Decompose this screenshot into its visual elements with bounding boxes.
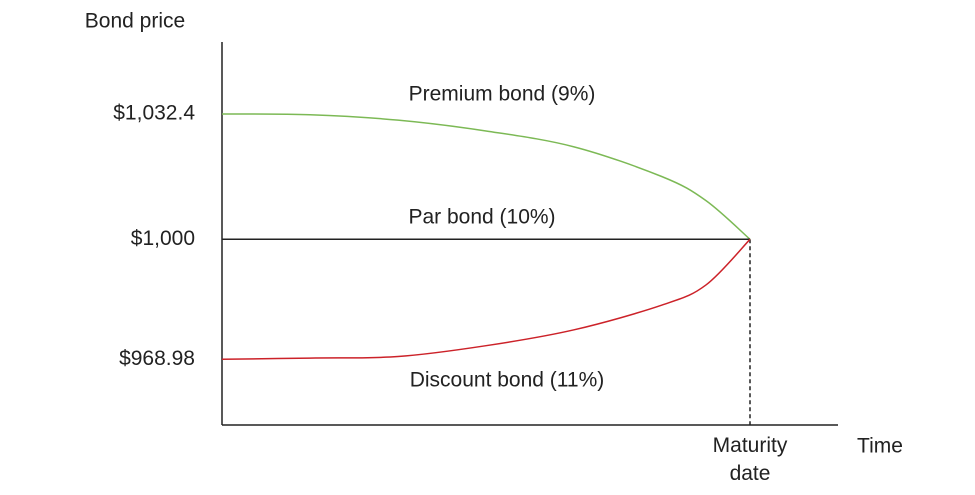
x-tick-label: Maturity date [712, 434, 788, 485]
y-tick-label: $1,032.4 [113, 102, 195, 125]
y-axis-label: Bond price [85, 10, 185, 33]
y-tick-label: $968.98 [119, 347, 195, 370]
series-label: Premium bond (9%) [409, 83, 596, 106]
x-axis-label: Time [857, 435, 903, 458]
series-line [221, 113, 751, 240]
series-line [221, 238, 751, 361]
y-tick-label: $1,000 [131, 227, 195, 250]
series-label: Discount bond (11%) [410, 369, 605, 392]
series-label: Par bond (10%) [408, 206, 555, 229]
